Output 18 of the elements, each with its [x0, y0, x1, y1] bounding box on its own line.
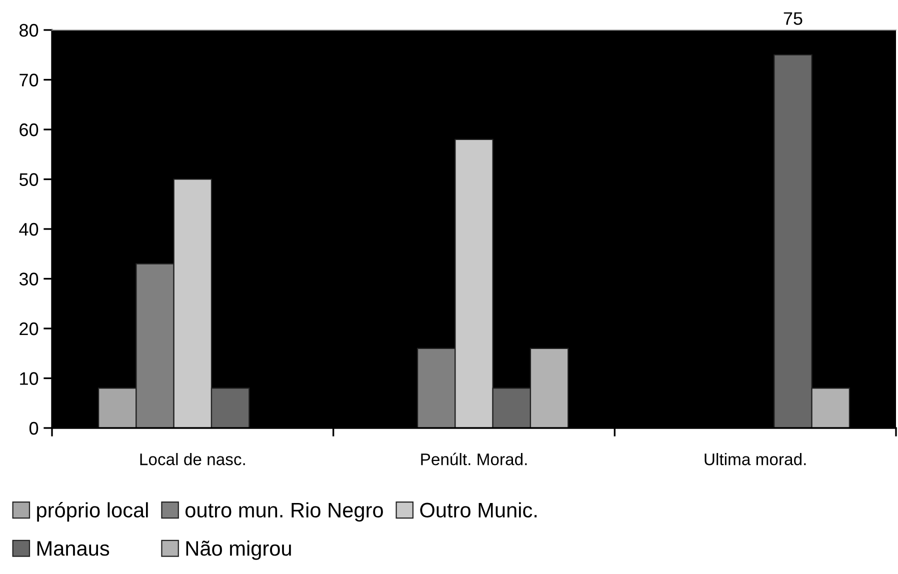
- legend-label: Manaus: [37, 541, 110, 556]
- y-tick-label: 80: [20, 24, 38, 37]
- x-tick-label: Local de nasc.: [140, 453, 245, 466]
- data-label: 75: [784, 12, 802, 25]
- y-tick-label: 70: [20, 74, 38, 86]
- y-tick-label: 10: [20, 372, 38, 385]
- y-tick-label: 50: [19, 173, 38, 186]
- legend-label: Não migrou: [186, 540, 291, 560]
- legend-label: próprio local: [37, 502, 148, 522]
- y-tick-label: 40: [19, 222, 38, 236]
- y-tick-label: 30: [19, 272, 38, 286]
- legend-label: Outro Munic.: [420, 502, 537, 518]
- legend-label: outro mun. Rio Negro: [186, 502, 383, 522]
- y-tick-label: 20: [20, 322, 38, 336]
- y-tick-label: 0: [29, 422, 38, 435]
- x-tick-label: Penúlt. Morad.: [421, 452, 527, 466]
- x-tick-label: Ultima morad.: [704, 453, 806, 466]
- y-tick-label: 60: [20, 123, 38, 136]
